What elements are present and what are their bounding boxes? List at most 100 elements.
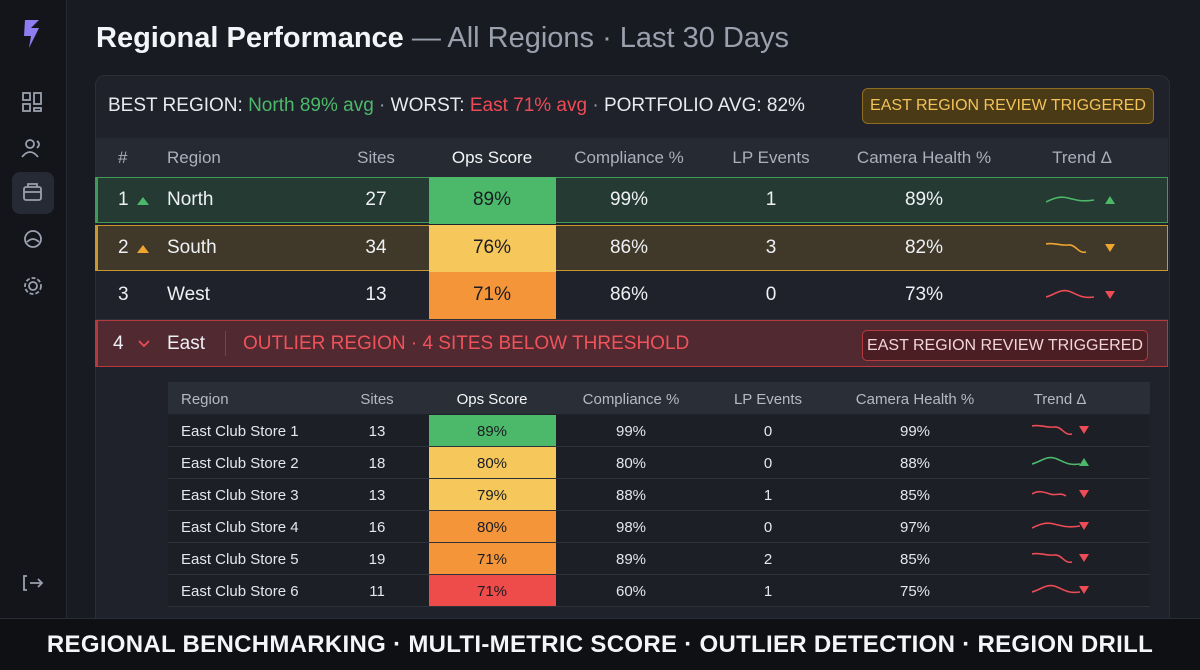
- trend-arrow: [1105, 243, 1115, 252]
- metric-value: 71%: [472, 284, 512, 305]
- metric-value: 2: [763, 551, 773, 568]
- expand-chevron[interactable]: [137, 337, 151, 351]
- store-name: East Club Store 4: [181, 519, 299, 536]
- separator: ·: [379, 95, 386, 116]
- metric-value: 80%: [476, 519, 508, 536]
- row-marker[interactable]: [136, 194, 150, 208]
- trend-sparkline: [1032, 522, 1089, 530]
- sparkline: [1032, 490, 1067, 497]
- sparkline: [1032, 522, 1081, 529]
- page-title: Regional Performance: [96, 22, 404, 54]
- column-header: LP Events: [732, 148, 810, 167]
- footer-bar: REGIONAL BENCHMARKING · MULTI-METRIC SCO…: [0, 618, 1200, 670]
- score-cell: [429, 224, 556, 272]
- marker-icon: [137, 197, 149, 205]
- metric-value: 11: [369, 583, 385, 600]
- drill-header-bg: [168, 382, 1150, 414]
- drill-row-bg: [168, 479, 1150, 511]
- column-header: LP Events: [733, 391, 803, 408]
- metric-value: 0: [765, 284, 777, 305]
- metric-value: 71%: [476, 583, 508, 600]
- row-index: 4: [113, 333, 124, 354]
- store-name: East Club Store 1: [181, 423, 299, 440]
- metric-value: 80%: [615, 455, 647, 472]
- metric-value: 86%: [609, 236, 649, 258]
- chevron-icon: [138, 340, 150, 348]
- metric-value: 34: [365, 236, 387, 258]
- column-header: Compliance %: [582, 391, 680, 408]
- metric-value: 0: [763, 519, 773, 536]
- metric-value: 1: [765, 189, 777, 210]
- trend-arrow: [1105, 196, 1115, 204]
- column-header: Sites: [360, 391, 394, 408]
- trend-arrow: [1079, 586, 1089, 594]
- row-index: 2: [118, 236, 129, 258]
- divider: [225, 331, 226, 356]
- table-header-bg: [96, 138, 1168, 177]
- trend-sparkline: [1032, 456, 1089, 466]
- trend-sparkline: [1032, 584, 1089, 594]
- trend-arrow: [1079, 426, 1089, 434]
- sparkline: [1032, 584, 1081, 594]
- metric-value: 86%: [609, 284, 649, 305]
- metric-value: 82%: [904, 236, 944, 258]
- summary-value: North 89% avg: [248, 95, 374, 116]
- metric-value: 85%: [899, 551, 931, 568]
- store-name: East Club Store 3: [181, 487, 299, 504]
- trend-arrow: [1105, 291, 1115, 299]
- score-cell: [429, 575, 556, 606]
- column-header: #: [118, 148, 128, 167]
- score-cell: [429, 415, 556, 446]
- metric-value: 27: [365, 189, 387, 210]
- metric-value: 98%: [615, 519, 647, 536]
- summary-value: PORTFOLIO AVG: 82%: [603, 95, 805, 116]
- metric-value: 88%: [615, 487, 647, 504]
- metric-value: 79%: [476, 487, 508, 504]
- alert-badge[interactable]: EAST REGION REVIEW TRIGGERED: [862, 88, 1154, 124]
- alert-badge[interactable]: EAST REGION REVIEW TRIGGERED: [862, 330, 1148, 361]
- trend-sparkline: [1046, 242, 1115, 253]
- store-name: East Club Store 6: [181, 583, 299, 600]
- summary-label: WORST:: [390, 95, 465, 116]
- score-cell: [429, 272, 556, 319]
- footer-text: REGIONAL BENCHMARKING · MULTI-METRIC SCO…: [46, 631, 1154, 658]
- metric-value: 89%: [476, 423, 508, 440]
- row-marker[interactable]: [136, 242, 150, 256]
- page-subtitle: — All Regions · Last 30 Days: [411, 22, 790, 54]
- sparkline: [1032, 424, 1073, 436]
- drill-row-bg: [168, 575, 1150, 607]
- summary-value: East 71% avg: [469, 95, 588, 116]
- metric-value: 1: [763, 487, 773, 504]
- score-cell: [429, 447, 556, 478]
- metric-value: 13: [368, 423, 386, 440]
- region-name: South: [167, 236, 217, 258]
- metric-value: 89%: [904, 189, 944, 210]
- drill-row-bg: [168, 415, 1150, 447]
- column-header: Camera Health %: [855, 391, 975, 408]
- metric-value: 3: [765, 236, 777, 258]
- row-index: 1: [118, 189, 129, 210]
- outlier-message: OUTLIER REGION · 4 SITES BELOW THRESHOLD: [243, 333, 690, 354]
- store-name: East Club Store 2: [181, 455, 299, 472]
- score-cell: [429, 479, 556, 510]
- score-cell: [429, 511, 556, 542]
- trend-sparkline: [1032, 490, 1089, 498]
- column-header: Region: [181, 391, 229, 408]
- column-header: Trend Δ: [1052, 148, 1112, 167]
- drill-row-bg: [168, 447, 1150, 479]
- metric-value: 89%: [472, 189, 512, 210]
- summary-label: BEST REGION:: [108, 95, 243, 116]
- page-header: Regional Performance — All Regions · Las…: [96, 22, 789, 55]
- separator: ·: [592, 95, 599, 116]
- column-header: Compliance %: [574, 148, 684, 167]
- trend-sparkline: [1046, 196, 1115, 204]
- metric-value: 19: [368, 551, 386, 568]
- metric-value: 60%: [615, 583, 647, 600]
- trend-arrow: [1079, 554, 1089, 562]
- metric-value: 0: [763, 423, 773, 440]
- sparkline: [1046, 289, 1095, 299]
- metric-value: 1: [763, 583, 773, 600]
- sparkline: [1046, 196, 1095, 203]
- drill-row-bg: [168, 543, 1150, 575]
- score-cell: [429, 177, 556, 224]
